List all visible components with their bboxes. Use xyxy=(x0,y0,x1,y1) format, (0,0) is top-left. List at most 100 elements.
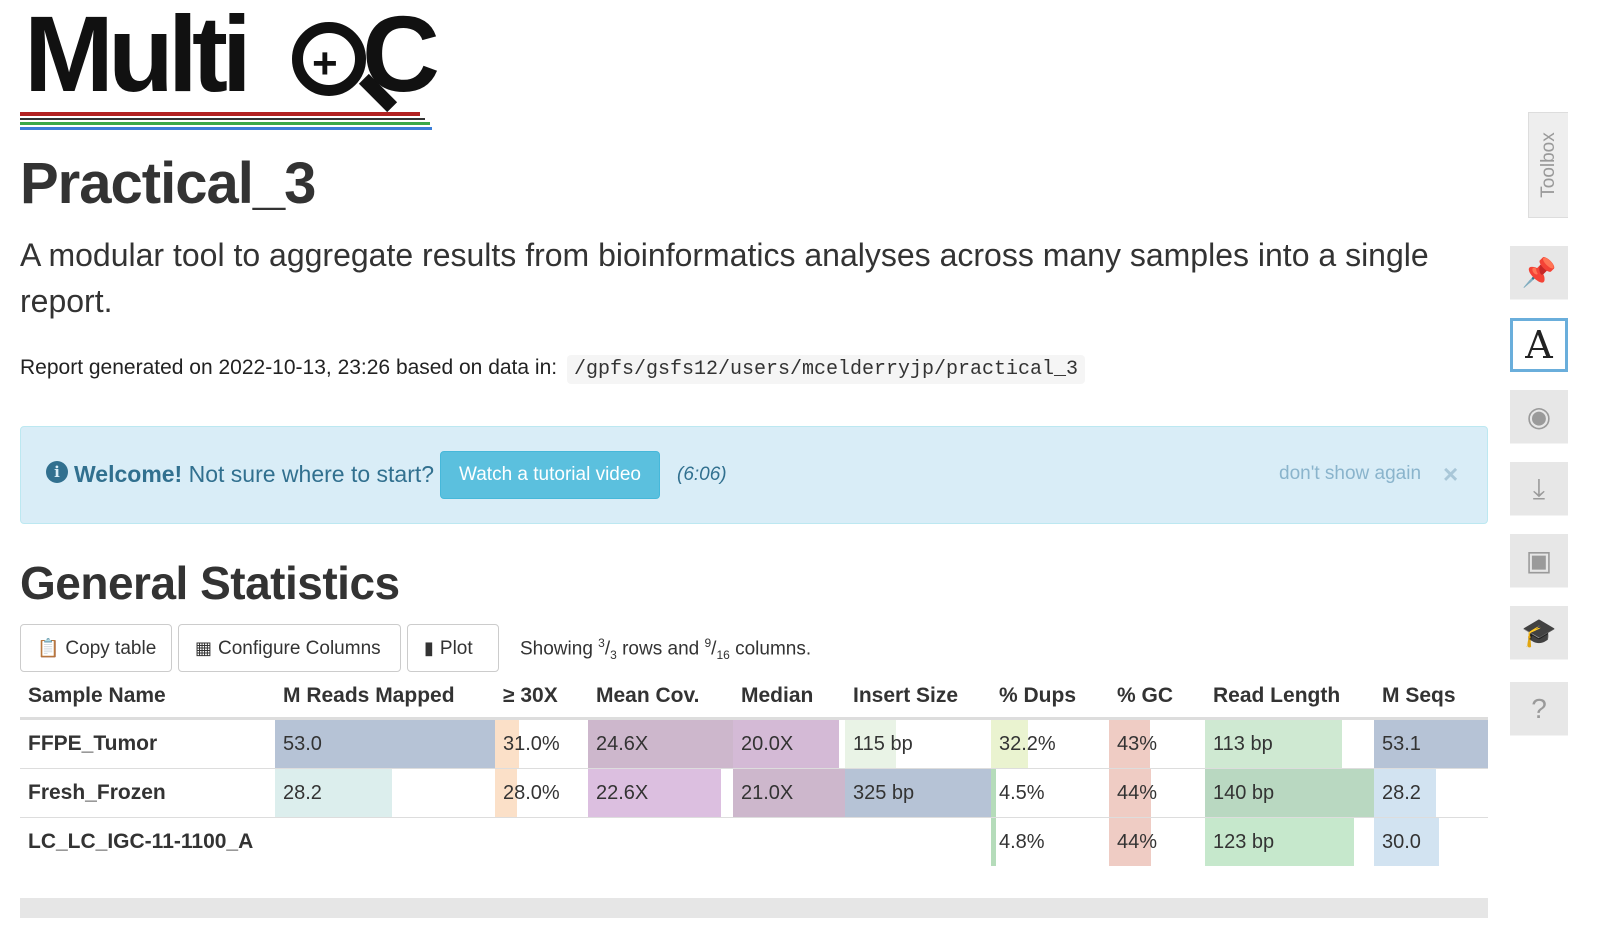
watch-tutorial-button[interactable]: Watch a tutorial video xyxy=(440,451,660,499)
cell-bar xyxy=(275,719,495,768)
plus-icon: + xyxy=(312,39,338,88)
table-cell: 140 bp xyxy=(1205,767,1374,817)
table-cell xyxy=(495,816,588,866)
general-stats-table: Sample Name M Reads Mapped ≥ 30X Mean Cov. M… xyxy=(20,676,1488,866)
cell-value: 28.2 xyxy=(1382,781,1421,804)
plot-button[interactable]: ▮ Plot xyxy=(407,624,499,672)
cell-bar xyxy=(733,768,845,817)
help-icon[interactable]: ? xyxy=(1510,682,1568,736)
graduation-cap-icon[interactable]: 🎓 xyxy=(1510,606,1568,660)
cell-bar xyxy=(1205,768,1374,817)
column-header[interactable]: % GC xyxy=(1109,676,1205,720)
logo-text: Multi xyxy=(24,0,252,114)
close-icon[interactable]: × xyxy=(1443,459,1459,489)
table-cell xyxy=(733,816,845,866)
download-icon[interactable]: ⤓ xyxy=(1510,462,1568,516)
grid-icon: ▦ xyxy=(195,638,213,658)
cell-bar xyxy=(588,768,722,817)
bar-chart-icon: ▮ xyxy=(424,638,434,658)
cell-value xyxy=(588,831,596,853)
column-header[interactable]: Sample Name xyxy=(20,676,275,720)
showing-prefix: Showing xyxy=(520,638,599,660)
table-row: LC_LC_IGC-11-1100_A 4.8% 44% 123 bp 30.0 xyxy=(20,816,1488,866)
table-cell: 44% xyxy=(1109,816,1205,866)
cell-value: 22.6X xyxy=(596,781,649,804)
report-generated-line: Report generated on 2022-10-13, 23:26 ba… xyxy=(20,355,1086,384)
cell-value: 140 bp xyxy=(1213,781,1275,804)
table-cell: 43% xyxy=(1109,717,1205,768)
copy-table-button[interactable]: 📋 Copy table xyxy=(20,624,172,672)
copy-table-label: Copy table xyxy=(65,638,157,659)
dont-show-again-link[interactable]: don't show again xyxy=(1279,463,1422,484)
page-title: Practical_3 xyxy=(20,151,316,216)
column-header[interactable]: Insert Size xyxy=(845,676,991,720)
table-cell: 31.0% xyxy=(495,717,588,768)
cell-bar xyxy=(1374,719,1488,768)
table-cell xyxy=(275,816,495,866)
sample-name: Fresh_Frozen xyxy=(20,767,275,817)
table-cell: 24.6X xyxy=(588,717,733,768)
logo-line xyxy=(20,112,420,116)
highlight-icon[interactable]: A xyxy=(1510,318,1568,372)
showing-mid: rows and xyxy=(616,638,705,660)
column-header[interactable]: ≥ 30X xyxy=(495,676,588,720)
magnifier-icon xyxy=(292,22,366,96)
info-circle-icon: i xyxy=(46,461,68,483)
table-cell: 115 bp xyxy=(845,717,991,768)
logo-line xyxy=(20,118,425,120)
showing-summary: Showing 3/3 rows and 9/16 columns. xyxy=(520,636,812,663)
cols-total: 16 xyxy=(716,648,730,663)
column-header[interactable]: M Reads Mapped xyxy=(275,676,495,720)
cell-value: 325 bp xyxy=(853,781,915,804)
cell-value: 31.0% xyxy=(503,732,560,755)
toolbox-label: Toolbox xyxy=(1537,132,1559,198)
cell-value xyxy=(495,831,503,853)
report-description: A modular tool to aggregate results from… xyxy=(20,237,1429,319)
cell-value: 113 bp xyxy=(1213,732,1273,755)
cell-value xyxy=(733,831,741,853)
save-icon[interactable]: ▣ xyxy=(1510,534,1568,588)
table-cell xyxy=(588,816,733,866)
generated-text: Report generated on 2022-10-13, 23:26 ba… xyxy=(20,356,558,379)
rows-shown: 3 xyxy=(598,636,605,650)
sample-name: FFPE_Tumor xyxy=(20,717,275,768)
table-cell: 325 bp xyxy=(845,767,991,817)
pin-icon[interactable]: 📌 xyxy=(1510,246,1568,300)
toolbox-tab[interactable]: Toolbox xyxy=(1528,112,1568,218)
column-header[interactable]: M Seqs xyxy=(1374,676,1488,720)
cell-value: 32.2% xyxy=(999,732,1056,755)
table-body: FFPE_Tumor 53.0 31.0% 24.6X 20.0X 115 bp 32.2%… xyxy=(20,717,1488,866)
table-cell xyxy=(845,816,991,866)
table-cell: 28.2 xyxy=(1374,767,1488,817)
table-cell: 113 bp xyxy=(1205,717,1374,768)
cell-value: 21.0X xyxy=(741,781,794,804)
column-header[interactable]: % Dups xyxy=(991,676,1109,720)
table-cell: 123 bp xyxy=(1205,816,1374,866)
welcome-bold: Welcome! xyxy=(74,461,183,487)
welcome-text: Not sure where to start? xyxy=(188,461,435,487)
cell-bar xyxy=(845,768,991,817)
cell-bar xyxy=(991,719,1028,768)
cell-value: 30.0 xyxy=(1382,830,1421,853)
logo-line xyxy=(20,127,432,130)
cell-value: 4.5% xyxy=(999,781,1045,804)
column-header[interactable]: Read Length xyxy=(1205,676,1374,720)
configure-columns-label: Configure Columns xyxy=(218,638,381,659)
plot-label: Plot xyxy=(439,638,473,659)
tutorial-duration: (6:06) xyxy=(677,464,727,485)
table-cell: 21.0X xyxy=(733,767,845,817)
cell-value: 43% xyxy=(1117,732,1158,755)
table-cell: 53.0 xyxy=(275,717,495,768)
cell-value: 28.0% xyxy=(503,781,560,804)
cell-value: 20.0X xyxy=(741,732,794,755)
cell-bar xyxy=(495,719,520,768)
cell-bar xyxy=(1205,817,1354,866)
column-header[interactable]: Median xyxy=(733,676,845,720)
hide-eye-icon[interactable]: ◉ xyxy=(1510,390,1568,444)
cell-bar xyxy=(1374,817,1439,866)
cell-bar xyxy=(845,719,897,768)
table-cell: 32.2% xyxy=(991,717,1109,768)
configure-columns-button[interactable]: ▦ Configure Columns xyxy=(178,624,401,672)
column-header[interactable]: Mean Cov. xyxy=(588,676,733,720)
cell-value: 53.1 xyxy=(1382,732,1421,755)
